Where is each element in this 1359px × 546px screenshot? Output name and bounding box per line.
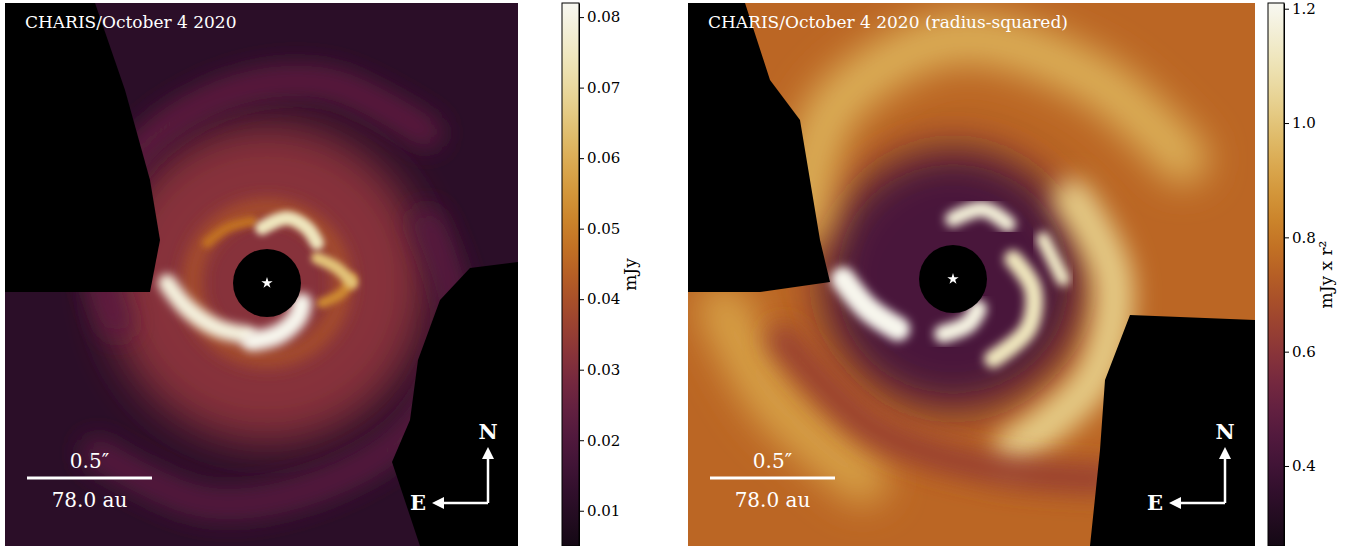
colorbar: 0.4 0.6 0.8 1.0 1.2 mJy x r² [1268, 0, 1336, 546]
compass-arrowhead [482, 447, 494, 459]
spiral-arm [993, 259, 1034, 359]
spiral-arm [803, 38, 1183, 219]
tick-label: 0.01 [587, 502, 620, 520]
tick-mark [1284, 352, 1289, 353]
spiral-arm [953, 209, 1008, 224]
tick-mark [579, 299, 584, 300]
compass-arrowhead [1219, 447, 1231, 459]
image-background [688, 3, 1255, 546]
tick-label: 0.06 [587, 149, 620, 167]
disk-image [5, 3, 518, 546]
compass-arrow [487, 453, 490, 503]
masked-region [5, 3, 160, 292]
scale-bar-label: 0.5″ [70, 449, 109, 473]
compass: NE [1147, 419, 1235, 515]
tick: 0.6 [1284, 343, 1316, 361]
tick-label: 0.07 [587, 79, 620, 97]
compass-label: E [410, 490, 426, 515]
tick-mark [1284, 9, 1289, 10]
spiral-arm [843, 279, 898, 329]
panel: CHARIS/October 4 20200.5″78.0 auNE [5, 3, 518, 546]
figure: CHARIS/October 4 20200.5″78.0 auNE0.010.… [0, 0, 1359, 546]
tick-mark [579, 511, 584, 512]
panel-title: CHARIS/October 4 2020 (radius-squared) [708, 12, 1068, 32]
colorbar-scale [562, 3, 579, 546]
tick: 0.02 [579, 432, 620, 450]
coronagraph-mask [919, 245, 987, 313]
tick: 1.0 [1284, 114, 1316, 132]
scale-bar [27, 477, 152, 480]
spiral-arm [317, 258, 352, 283]
compass-arrow [438, 502, 488, 505]
tick-mark [579, 370, 584, 371]
tick: 0.06 [579, 149, 620, 167]
colorbar: 0.01 0.02 0.03 0.04 0.05 0.06 0.07 0.08 mJy [562, 3, 640, 546]
coronagraph-mask [233, 249, 301, 317]
spiral-arm [943, 309, 978, 334]
tick-mark [1284, 466, 1289, 467]
compass-label: N [1215, 419, 1234, 444]
tick: 1.2 [1284, 0, 1316, 18]
image-background [5, 3, 518, 546]
tick-mark [579, 229, 584, 230]
compass-arrow [1224, 453, 1227, 503]
disk-glow [107, 123, 427, 443]
scale-bar-label: 78.0 au [735, 488, 811, 512]
scale-bar-label: 0.5″ [753, 449, 792, 473]
spiral-arm [207, 221, 252, 243]
compass-arrowhead [432, 497, 444, 509]
colorbar-label: mJy [620, 258, 640, 291]
compass-arrow [1175, 502, 1225, 505]
masked-region [392, 262, 518, 546]
disk-glow [823, 149, 1083, 409]
panel-title: CHARIS/October 4 2020 [25, 12, 236, 32]
tick-label: 1.2 [1292, 0, 1316, 18]
tick-label: 0.02 [587, 432, 620, 450]
tick: 0.07 [579, 79, 620, 97]
tick: 0.01 [579, 502, 620, 520]
masked-region [688, 3, 830, 292]
tick-label: 0.6 [1292, 343, 1316, 361]
tick-label: 0.04 [587, 290, 620, 308]
panel: CHARIS/October 4 2020 (radius-squared) 0.… [688, 3, 1255, 546]
spiral-arm [1043, 239, 1063, 279]
tick-label: 0.08 [587, 8, 620, 26]
tick: 0.03 [579, 361, 620, 379]
compass-arrowhead [1169, 497, 1181, 509]
star-marker [947, 273, 958, 284]
star-marker [261, 277, 272, 288]
tick: 0.08 [579, 8, 620, 26]
tick: 0.4 [1284, 457, 1316, 475]
scale-bar [710, 477, 835, 480]
tick-label: 0.03 [587, 361, 620, 379]
spiral-arm [262, 218, 317, 243]
tick-label: 0.8 [1292, 229, 1316, 247]
spiral-arm [783, 339, 1103, 479]
tick-mark [579, 158, 584, 159]
colorbar-axis: 0.4 0.6 0.8 1.0 1.2 [1284, 0, 1316, 546]
compass: NE [410, 419, 498, 515]
tick-mark [1284, 123, 1289, 124]
tick: 0.05 [579, 220, 620, 238]
tick-mark [579, 17, 584, 18]
tick-label: 0.4 [1292, 457, 1316, 475]
axis-line [1284, 4, 1285, 546]
scale-bar-label: 78.0 au [52, 488, 128, 512]
compass-label: E [1147, 490, 1163, 515]
tick-label: 0.05 [587, 220, 620, 238]
colorbar-axis: 0.01 0.02 0.03 0.04 0.05 0.06 0.07 0.08 [579, 4, 620, 546]
axis-line [579, 4, 580, 546]
tick: 0.04 [579, 290, 620, 308]
masked-region [1090, 315, 1255, 546]
tick-mark [579, 88, 584, 89]
tick-label: 1.0 [1292, 114, 1316, 132]
colorbar-label: mJy x r² [1316, 241, 1336, 309]
colorbar-scale [1268, 3, 1284, 546]
tick-mark [579, 440, 584, 441]
compass-label: N [478, 419, 497, 444]
tick-mark [1284, 237, 1289, 238]
disk-image [688, 3, 1255, 546]
tick: 0.8 [1284, 229, 1316, 247]
